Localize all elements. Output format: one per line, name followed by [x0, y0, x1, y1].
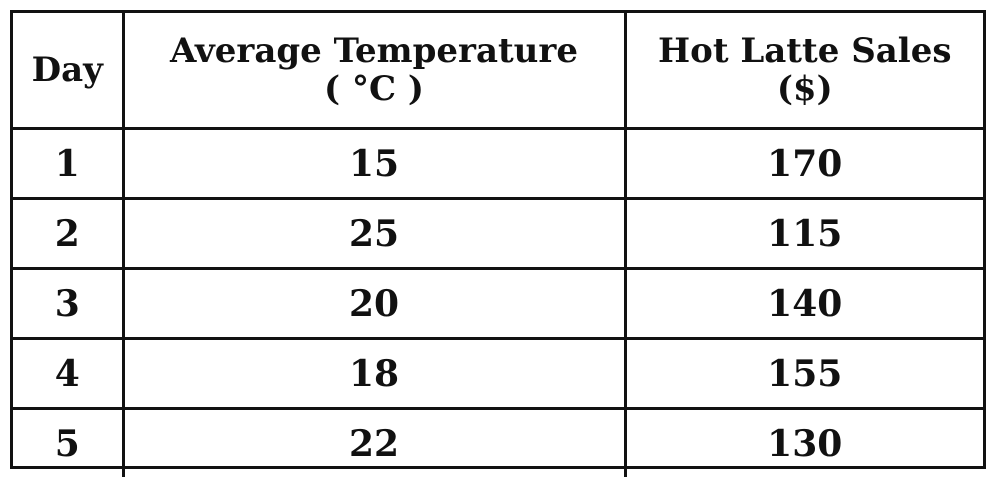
data-table: Day Average Temperature ( °C ) Hot Latte… [10, 10, 986, 477]
header-sales: Hot Latte Sales ($) [623, 13, 983, 130]
table-row: 4 18 155 [13, 337, 983, 410]
cell-day: 3 [13, 267, 125, 340]
header-day: Day [13, 13, 125, 130]
cell-sales: 115 [623, 197, 983, 270]
header-sales-unit: ($) [776, 69, 833, 109]
header-temperature-unit: ( °C ) [324, 69, 424, 109]
cell-temperature: 25 [121, 197, 627, 270]
header-row: Day Average Temperature ( °C ) Hot Latte… [13, 13, 983, 130]
cell-temperature: 18 [121, 337, 627, 410]
header-sales-label: Hot Latte Sales [658, 31, 952, 71]
table-row: 1 15 170 [13, 127, 983, 200]
cell-temperature: 20 [121, 267, 627, 340]
cell-day: 4 [13, 337, 125, 410]
latte-sales-table: Day Average Temperature ( °C ) Hot Latte… [13, 13, 983, 477]
cell-sales: 170 [623, 127, 983, 200]
cell-sales: 140 [623, 267, 983, 340]
table-row: 3 20 140 [13, 267, 983, 340]
header-day-label: Day [31, 50, 103, 90]
cell-temperature: 22 [121, 407, 627, 477]
cell-day: 1 [13, 127, 125, 200]
cell-sales: 155 [623, 337, 983, 410]
cell-temperature: 15 [121, 127, 627, 200]
header-temperature-label: Average Temperature [170, 31, 578, 71]
table-row: 5 22 130 [13, 407, 983, 477]
table-row: 2 25 115 [13, 197, 983, 270]
header-temperature: Average Temperature ( °C ) [121, 13, 627, 130]
cell-sales: 130 [623, 407, 983, 477]
cell-day: 2 [13, 197, 125, 270]
cell-day: 5 [13, 407, 125, 477]
